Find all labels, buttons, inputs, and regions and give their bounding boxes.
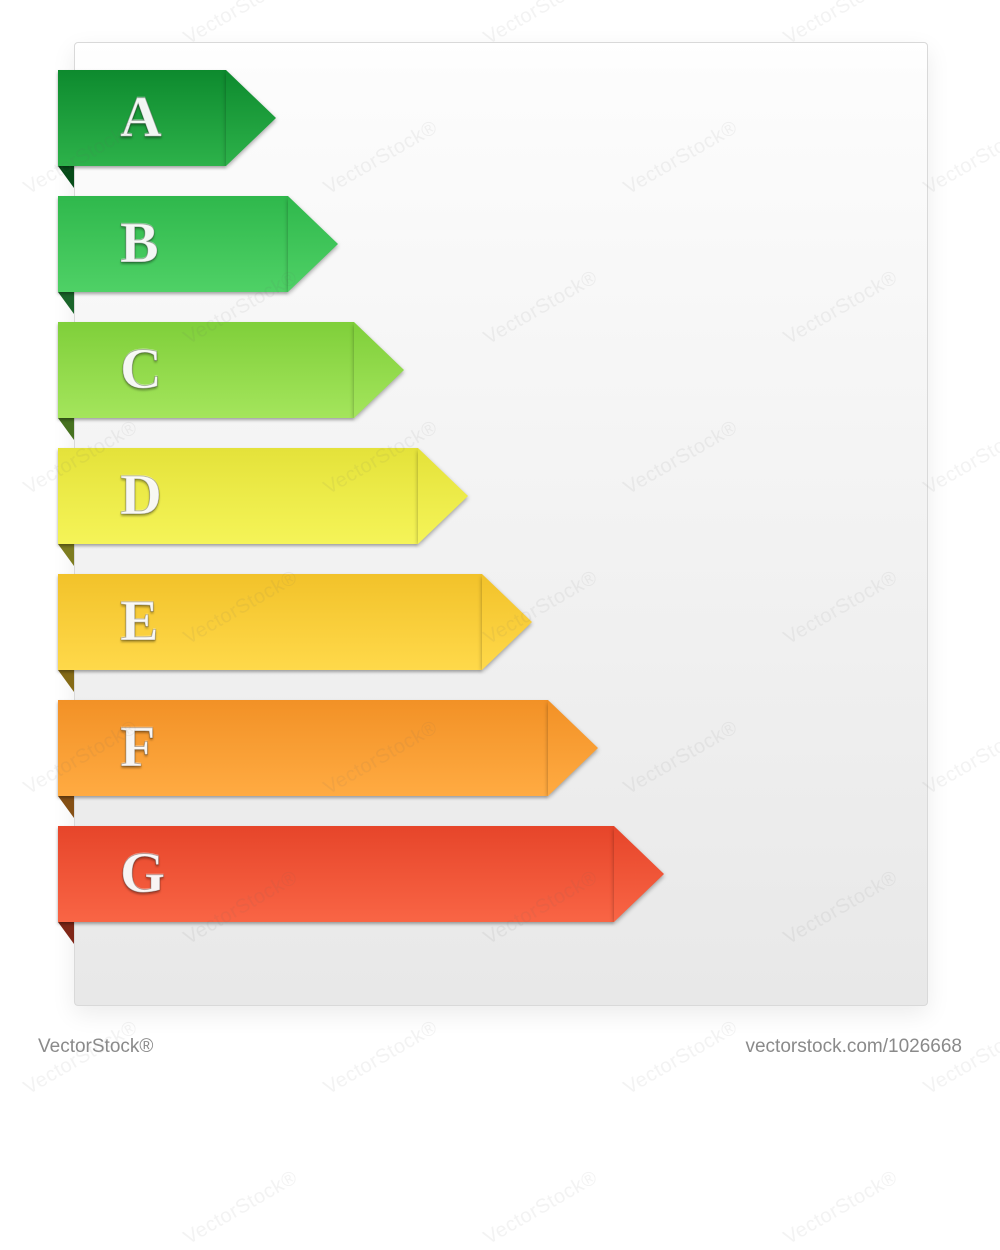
arrow-label: D <box>120 466 162 524</box>
arrow-label: B <box>120 214 159 272</box>
arrow-fold <box>58 922 74 949</box>
watermark-text: VectorStock® <box>920 416 1000 500</box>
arrow-fold <box>58 796 74 823</box>
arrow-tip <box>354 322 404 418</box>
arrow-fold <box>58 670 74 697</box>
arrow-tip <box>226 70 276 166</box>
energy-arrow-f: F <box>58 700 598 796</box>
arrow-tip <box>288 196 338 292</box>
arrow-label: A <box>120 88 162 146</box>
watermark-text: VectorStock® <box>780 1166 902 1250</box>
watermark-text: VectorStock® <box>620 1016 742 1100</box>
arrow-tip <box>548 700 598 796</box>
arrow-bar <box>58 448 418 544</box>
arrow-label: C <box>120 340 162 398</box>
watermark-text: VectorStock® <box>20 1016 142 1100</box>
watermark-text: VectorStock® <box>0 566 2 650</box>
footer-brand: VectorStock® <box>38 1036 153 1058</box>
energy-arrow-d: D <box>58 448 468 544</box>
arrow-fold <box>58 166 74 193</box>
watermark-text: VectorStock® <box>0 866 2 950</box>
watermark-text: VectorStock® <box>320 1016 442 1100</box>
arrow-label: E <box>120 592 159 650</box>
energy-arrow-g: G <box>58 826 664 922</box>
arrow-label: F <box>120 718 155 776</box>
energy-arrow-b: B <box>58 196 338 292</box>
energy-arrow-c: C <box>58 322 404 418</box>
watermark-text: VectorStock® <box>920 116 1000 200</box>
watermark-text: VectorStock® <box>0 266 2 350</box>
arrow-fold <box>58 418 74 445</box>
energy-arrow-a: A <box>58 70 276 166</box>
energy-arrow-e: E <box>58 574 532 670</box>
arrow-label: G <box>120 844 165 902</box>
arrow-fold <box>58 544 74 571</box>
watermark-text: VectorStock® <box>480 1166 602 1250</box>
arrow-bar <box>58 322 354 418</box>
footer-id: vectorstock.com/1026668 <box>745 1036 962 1058</box>
arrow-tip <box>614 826 664 922</box>
arrow-bar <box>58 196 288 292</box>
arrow-tip <box>482 574 532 670</box>
arrow-tip <box>418 448 468 544</box>
watermark-text: VectorStock® <box>0 1166 2 1250</box>
watermark-text: VectorStock® <box>0 0 2 50</box>
arrow-fold <box>58 292 74 319</box>
watermark-text: VectorStock® <box>180 1166 302 1250</box>
watermark-text: VectorStock® <box>920 1016 1000 1100</box>
watermark-text: VectorStock® <box>920 716 1000 800</box>
